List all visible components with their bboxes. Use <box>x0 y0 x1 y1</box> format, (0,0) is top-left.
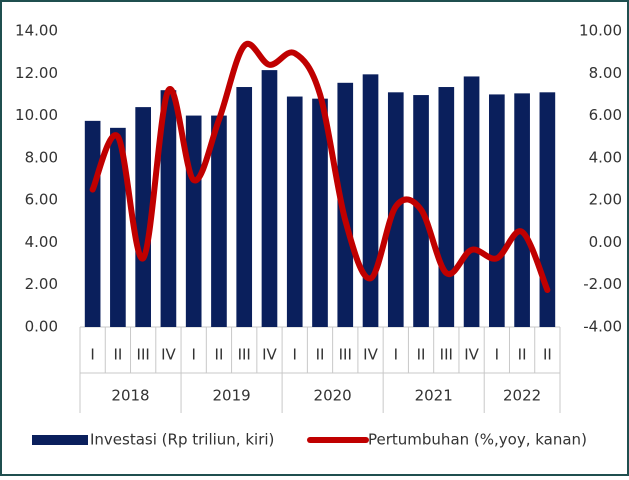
y-tick-label: 8.00 <box>25 148 58 166</box>
y-tick-label: 12.00 <box>15 64 58 82</box>
bar <box>286 96 303 328</box>
x-tick-label: II <box>417 346 426 364</box>
group-label: 2021 <box>415 387 453 405</box>
y-tick-label: 0.00 <box>25 318 58 336</box>
legend-label: Investasi (Rp triliun, kiri) <box>90 431 274 449</box>
line <box>89 40 551 293</box>
y-tick-label: 14.00 <box>15 22 58 40</box>
y2-tick-label: -2.00 <box>583 275 622 293</box>
x-tick-label: II <box>113 346 122 364</box>
group-label: 2022 <box>503 387 541 405</box>
bar <box>539 92 556 327</box>
x-tick-label: IV <box>161 346 176 364</box>
x-tick-label: III <box>137 346 150 364</box>
x-tick-label: II <box>215 346 224 364</box>
y-tick-label: 2.00 <box>25 275 58 293</box>
x-tick-label: IV <box>262 346 277 364</box>
group-label: 2018 <box>111 387 149 405</box>
x-tick-label: II <box>543 346 552 364</box>
x-tick-label: I <box>191 346 195 364</box>
bar <box>84 120 101 327</box>
bar <box>337 82 354 327</box>
y2-tick-label: 6.00 <box>589 106 622 124</box>
bar <box>438 87 455 328</box>
x-tick-label: I <box>293 346 297 364</box>
bar <box>236 87 253 328</box>
group-label: 2020 <box>314 387 352 405</box>
bar <box>362 74 379 327</box>
bar <box>261 70 278 327</box>
bar <box>514 93 530 327</box>
x-tick-label: IV <box>464 346 479 364</box>
bar <box>463 76 480 327</box>
y-tick-label: 10.00 <box>15 106 58 124</box>
x-tick-label: I <box>394 346 398 364</box>
bar <box>489 94 505 327</box>
y2-tick-label: 0.00 <box>589 233 622 251</box>
bar <box>312 98 328 328</box>
x-tick-label: I <box>90 346 94 364</box>
x-tick-label: III <box>238 346 251 364</box>
bar <box>135 107 151 327</box>
legend-label: Pertumbuhan (%,yoy, kanan) <box>368 431 587 449</box>
bar <box>110 127 126 327</box>
y2-tick-label: 4.00 <box>589 148 622 166</box>
x-tick-label: II <box>518 346 527 364</box>
y2-tick-label: 10.00 <box>579 22 622 40</box>
y-tick-label: 6.00 <box>25 191 58 209</box>
x-tick-label: II <box>316 346 325 364</box>
bar <box>211 115 227 327</box>
y2-tick-label: 8.00 <box>589 64 622 82</box>
x-tick-label: III <box>440 346 453 364</box>
group-label: 2019 <box>212 387 250 405</box>
x-tick-label: III <box>339 346 352 364</box>
bar <box>160 90 177 327</box>
bar <box>185 115 202 327</box>
y-tick-label: 4.00 <box>25 233 58 251</box>
y2-tick-label: 2.00 <box>589 191 622 209</box>
x-tick-label: IV <box>363 346 378 364</box>
x-tick-label: I <box>495 346 499 364</box>
y2-tick-label: -4.00 <box>583 318 622 336</box>
legend-swatch <box>32 435 88 445</box>
